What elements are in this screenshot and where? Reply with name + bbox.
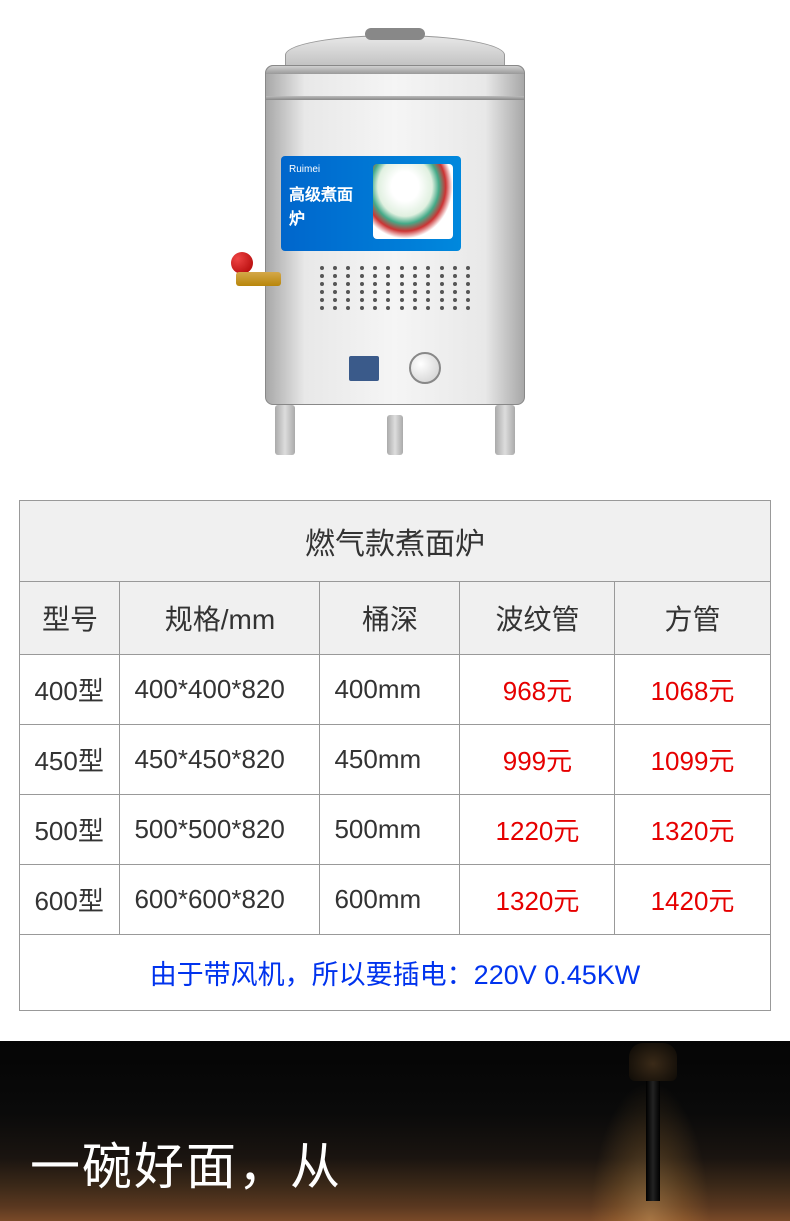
label-title: 高级煮面炉	[289, 181, 367, 229]
table-row: 450型 450*450*820 450mm 999元 1099元	[20, 725, 770, 795]
cell-spec: 600*600*820	[120, 865, 320, 935]
cell-price2: 1099元	[615, 725, 770, 795]
cell-price1: 1220元	[460, 795, 615, 865]
column-header-depth: 桶深	[320, 582, 460, 655]
banner-lamp-head	[629, 1043, 677, 1081]
cooker-leg	[387, 415, 403, 455]
cooker-label-sticker: Ruimei 高级煮面炉	[281, 156, 461, 251]
product-image-area: Ruimei 高级煮面炉	[0, 0, 790, 490]
control-dial	[409, 352, 441, 384]
cell-price2: 1420元	[615, 865, 770, 935]
cell-model: 500型	[20, 795, 120, 865]
table-title-row: 燃气款煮面炉	[20, 501, 770, 582]
label-food-image	[373, 164, 453, 239]
column-header-model: 型号	[20, 582, 120, 655]
tap-handle	[231, 252, 253, 274]
cooker-lid-handle	[365, 28, 425, 40]
cell-model: 400型	[20, 655, 120, 725]
column-header-price1: 波纹管	[460, 582, 615, 655]
cell-depth: 400mm	[320, 655, 460, 725]
cell-depth: 600mm	[320, 865, 460, 935]
cooker-ring	[266, 96, 524, 100]
cell-depth: 500mm	[320, 795, 460, 865]
table-header-row: 型号 规格/mm 桶深 波纹管 方管	[20, 582, 770, 655]
label-brand: Ruimei	[289, 164, 367, 175]
cooker-tap	[231, 262, 281, 292]
cell-price1: 999元	[460, 725, 615, 795]
cell-spec: 450*450*820	[120, 725, 320, 795]
cell-depth: 450mm	[320, 725, 460, 795]
cooker-leg	[275, 405, 295, 455]
cooker-vents	[315, 266, 475, 326]
banner-lamp-post	[646, 1061, 660, 1201]
column-header-spec: 规格/mm	[120, 582, 320, 655]
cell-price1: 968元	[460, 655, 615, 725]
cell-model: 600型	[20, 865, 120, 935]
promo-banner: 一碗好面，从	[0, 1041, 790, 1221]
banner-headline: 一碗好面，从	[30, 1127, 342, 1199]
table-row: 500型 500*500*820 500mm 1220元 1320元	[20, 795, 770, 865]
cooker-legs	[275, 405, 515, 455]
column-header-price2: 方管	[615, 582, 770, 655]
table-body: 400型 400*400*820 400mm 968元 1068元 450型 4…	[20, 655, 770, 1011]
cooker-controls	[349, 352, 441, 384]
spec-table: 燃气款煮面炉 型号 规格/mm 桶深 波纹管 方管 400型 400*400*8…	[19, 500, 770, 1011]
cooker-leg	[495, 405, 515, 455]
table-footer-row: 由于带风机，所以要插电：220V 0.45KW	[20, 935, 770, 1011]
cooker-body: Ruimei 高级煮面炉	[265, 65, 525, 405]
table-row: 600型 600*600*820 600mm 1320元 1420元	[20, 865, 770, 935]
cell-spec: 500*500*820	[120, 795, 320, 865]
table-row: 400型 400*400*820 400mm 968元 1068元	[20, 655, 770, 725]
table-title: 燃气款煮面炉	[20, 501, 770, 582]
product-illustration: Ruimei 高级煮面炉	[255, 35, 535, 455]
cell-model: 450型	[20, 725, 120, 795]
control-switch	[349, 356, 379, 381]
cell-spec: 400*400*820	[120, 655, 320, 725]
cooker-rim	[266, 66, 524, 74]
cell-price1: 1320元	[460, 865, 615, 935]
cell-price2: 1068元	[615, 655, 770, 725]
table-footer-note: 由于带风机，所以要插电：220V 0.45KW	[20, 935, 770, 1011]
cell-price2: 1320元	[615, 795, 770, 865]
tap-body	[236, 272, 281, 286]
